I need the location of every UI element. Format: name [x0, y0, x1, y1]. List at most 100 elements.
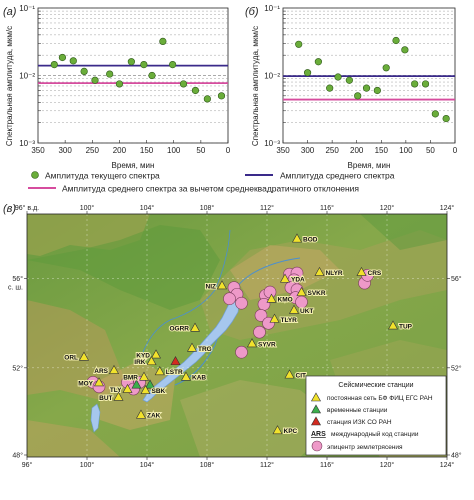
legend-current-label: Амплитуда текущего спектра	[45, 171, 160, 181]
epicenter-marker	[295, 295, 308, 309]
map-legend-title: Сейсмические станции	[338, 381, 413, 389]
pa-x-tick-label: 200	[113, 146, 127, 155]
lake-khubsugul	[90, 403, 101, 433]
map-legend-box	[305, 375, 447, 456]
pa-data-point	[91, 76, 99, 84]
pb-data-point	[295, 40, 303, 48]
station-marker	[291, 233, 303, 243]
epicenter-marker	[235, 296, 248, 310]
pb-x-tick-label: 350	[276, 146, 290, 155]
pb-data-point	[442, 114, 450, 123]
map-ticks: 96° в.д. 100° 104° 108° 112° 116° 120° 124° 96° 1…	[8, 204, 462, 469]
pa-data-point	[217, 92, 226, 100]
map-bottom-tick-label: 116°	[320, 461, 334, 469]
map-epicenters	[86, 266, 374, 396]
map-top-tick-label: 112°	[260, 204, 274, 212]
epicenter-marker	[223, 292, 236, 306]
map-right-tick-label: 48°	[451, 452, 462, 460]
station-marker	[150, 349, 162, 359]
station-marker	[272, 425, 283, 435]
legend-epicenter-label: эпицентр землетрясения	[327, 444, 403, 451]
legend-temporary-icon	[310, 404, 322, 414]
pa-x-tick-label: 100	[167, 146, 181, 155]
pb-data-point	[326, 84, 334, 92]
legend-izk-icon	[310, 416, 322, 426]
legend-current-marker	[31, 171, 39, 179]
panel-a-ylabel: Спектральная амплитуда, мкм/с	[5, 26, 14, 146]
station-marker	[138, 371, 150, 381]
map-top-tick-label: 124°	[440, 204, 455, 212]
pa-data-point	[169, 61, 177, 69]
chart-legend: Амплитуда текущего спектра Амплитуда сре…	[28, 171, 395, 194]
station-label: TLY	[110, 387, 122, 394]
legend-code-label: международный код станции	[331, 430, 419, 438]
pa-x-tick-label: 250	[86, 146, 100, 155]
pa-data-point	[80, 67, 88, 76]
station-label: TRG	[198, 346, 212, 353]
pb-data-point	[382, 64, 390, 72]
station-marker	[266, 293, 277, 303]
station-marker	[186, 342, 198, 352]
pb-data-point	[362, 84, 371, 92]
map-bottom-tick-label: 124°	[440, 461, 455, 469]
map-right-tick-label: 56°	[451, 275, 462, 283]
panel-b-label: (б)	[245, 6, 259, 18]
pb-data-point	[392, 36, 400, 45]
panel-b-points	[295, 36, 450, 123]
station-label: BUT	[99, 395, 112, 402]
pb-data-point	[431, 110, 439, 118]
map-bottom-tick-label: 100°	[80, 461, 95, 469]
pb-x-tick-label: 100	[399, 146, 413, 155]
pa-x-tick-label: 350	[31, 146, 45, 155]
map-right-tick-label: 52°	[451, 364, 462, 372]
pb-x-tick-label: 200	[350, 146, 364, 155]
pb-data-point	[334, 73, 342, 81]
station-marker	[356, 266, 367, 276]
pb-x-tick-label: 0	[453, 146, 458, 155]
station-label: UKT	[300, 308, 313, 315]
panel-a-label: (а)	[3, 6, 17, 18]
panel-a-points	[50, 37, 226, 103]
station-marker	[246, 338, 258, 348]
station-label: LSTR	[166, 369, 183, 376]
legend-code-sample: ARS	[311, 431, 326, 438]
izk-station-marker	[170, 356, 181, 366]
station-marker	[146, 356, 157, 366]
panel-a-xlabel: Время, мин	[112, 161, 155, 170]
station-label: KYD	[136, 352, 150, 359]
pb-data-point	[421, 80, 430, 88]
map-left-tick-label: 56°	[12, 275, 23, 283]
station-marker	[189, 322, 201, 332]
pa-y-tick-label: 10⁻³	[19, 139, 35, 148]
pb-data-point	[354, 92, 362, 100]
pb-y-tick-label: 10⁻¹	[264, 4, 280, 13]
station-label: NIZ	[206, 283, 217, 290]
pb-x-tick-label: 300	[301, 146, 315, 155]
map-panel-label: (в)	[3, 203, 16, 215]
pa-data-point	[203, 95, 211, 103]
station-label: ARS	[94, 368, 108, 375]
station-marker	[140, 385, 151, 395]
temporary-station-marker	[144, 379, 156, 389]
legend-epicenter-icon	[311, 440, 323, 452]
map-top-tick-label: 100°	[80, 204, 95, 212]
pa-x-tick-label: 150	[140, 146, 154, 155]
station-label: IRK	[134, 359, 146, 366]
pa-data-point	[191, 86, 200, 95]
epicenter-marker	[235, 345, 248, 359]
panel-b: (б) Спектральная амплитуда, мкм/с 10⁻¹ 10…	[245, 4, 458, 170]
station-label: ORL	[64, 355, 78, 362]
map-top-tick-label: 120°	[380, 204, 395, 212]
pb-y-tick-label: 10⁻²	[264, 72, 280, 81]
station-marker	[135, 409, 147, 419]
pa-data-point	[69, 57, 77, 65]
map-top-tick-label: 108°	[200, 204, 215, 212]
station-label: NLYR	[326, 270, 343, 277]
station-label: TLYR	[281, 317, 298, 324]
station-marker	[269, 313, 280, 323]
pa-data-point	[159, 37, 167, 46]
panel-a: (а) Спектральная амплитуда, мкм/с 10⁻¹10…	[3, 4, 231, 170]
temporary-station-marker	[131, 379, 142, 389]
